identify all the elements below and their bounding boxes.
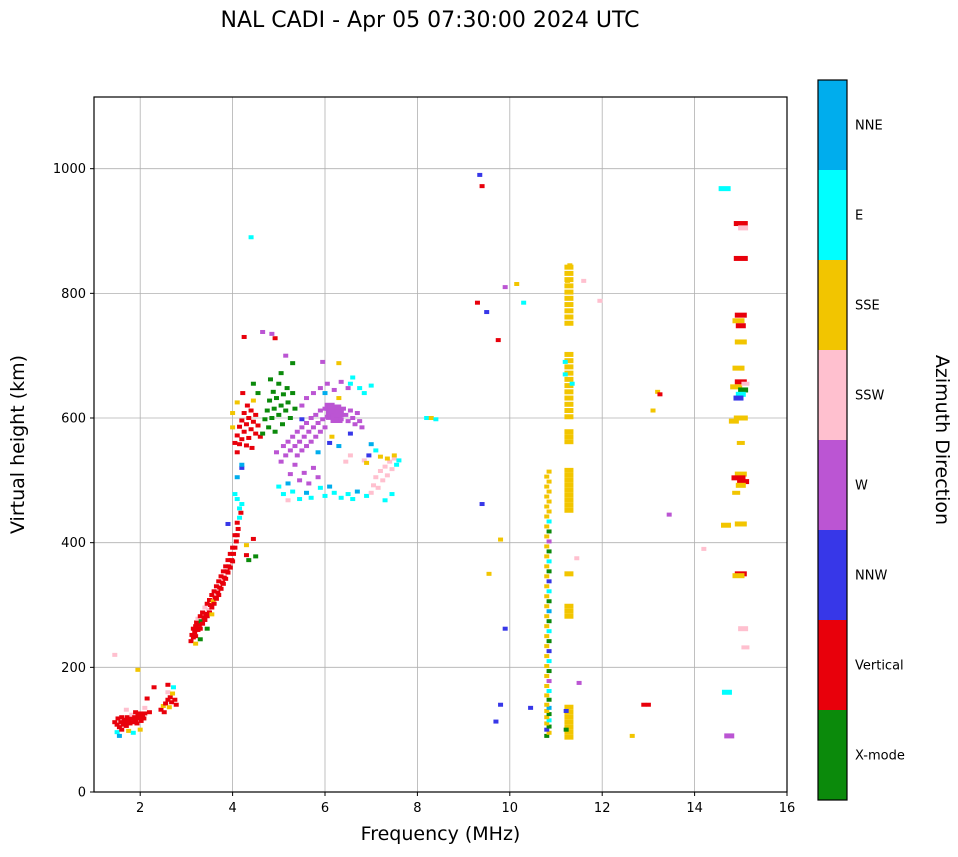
colorbar: NNE E SSE SSW W NNW Vertical X-mode Azimuth Dire… — [817, 79, 953, 801]
y-tick-label: 400 — [61, 536, 86, 551]
x-tick-label: 14 — [686, 801, 703, 816]
gridlines — [94, 97, 788, 793]
scatter-points — [112, 172, 750, 740]
colorbar-segment-sse — [818, 260, 847, 350]
x-tick-label: 12 — [594, 801, 611, 816]
colorbar-segment-e — [818, 170, 847, 260]
colorbar-segment-vertical — [818, 620, 847, 710]
x-tick-label: 6 — [321, 801, 329, 816]
y-axis: 0 200 400 600 800 1000 — [53, 162, 94, 801]
colorbar-tick-label: SSW — [855, 389, 885, 404]
colorbar-tick-label: E — [855, 209, 863, 224]
y-tick-label: 1000 — [53, 162, 86, 177]
colorbar-border — [817, 79, 848, 801]
colorbar-tick-label: NNE — [855, 119, 883, 134]
x-axis-label: Frequency (MHz) — [361, 823, 521, 845]
colorbar-segment-x-mode — [818, 710, 847, 800]
x-axis: 2 4 6 8 10 12 14 16 — [136, 792, 795, 816]
colorbar-tick-label: NNW — [855, 569, 887, 584]
colorbar-tick-label: X-mode — [855, 749, 905, 764]
y-tick-label: 0 — [78, 786, 86, 801]
chart-title: NAL CADI - Apr 05 07:30:00 2024 UTC — [220, 8, 640, 33]
x-tick-label: 16 — [779, 801, 796, 816]
y-tick-label: 600 — [61, 412, 86, 427]
y-tick-label: 200 — [61, 661, 86, 676]
x-tick-label: 10 — [502, 801, 519, 816]
colorbar-segment-nne — [818, 80, 847, 170]
colorbar-tick-label: Vertical — [855, 659, 904, 674]
colorbar-segment-w — [818, 440, 847, 530]
plot-border — [93, 96, 788, 793]
x-tick-label: 8 — [413, 801, 421, 816]
colorbar-axis-label: Azimuth Direction — [931, 355, 953, 525]
colorbar-tick-label: SSE — [855, 299, 880, 314]
y-axis-label: Virtual height (km) — [7, 355, 29, 534]
colorbar-segment-nnw — [818, 530, 847, 620]
x-tick-label: 4 — [228, 801, 236, 816]
colorbar-tick-label: W — [855, 479, 868, 494]
colorbar-segment-ssw — [818, 350, 847, 440]
y-tick-label: 800 — [61, 287, 86, 302]
x-tick-label: 2 — [136, 801, 144, 816]
